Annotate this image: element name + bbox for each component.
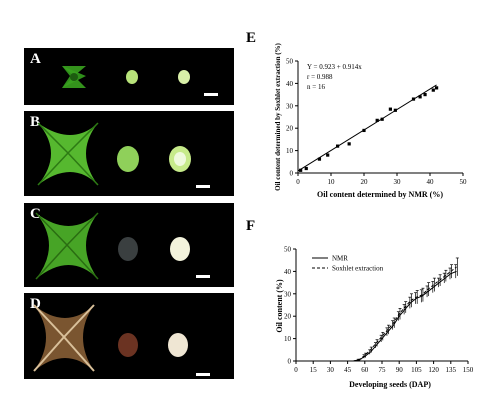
chart-f-ylabel: Oil content (%) [275, 279, 284, 333]
chart-f-y-tick-label: 0 [288, 358, 292, 366]
chart-f-x-tick-label: 45 [344, 366, 352, 374]
scale-bar [196, 275, 210, 278]
chart-e-ylabel: Oil content determined by Soxhlet extrac… [274, 42, 282, 190]
photo-label-a: A [30, 51, 41, 67]
scale-bar [196, 373, 210, 376]
chart-e-y-tick-label: 30 [286, 102, 294, 110]
chart-f-y-tick-label: 40 [284, 268, 292, 276]
chart-e-xlabel: Oil content determined by NMR (%) [317, 190, 443, 199]
chart-e-x-tick-label: 0 [296, 178, 300, 186]
chart-e-point [326, 153, 330, 157]
chart-e-y-tick-label: 0 [290, 170, 294, 178]
panel-letter-f: F [246, 218, 256, 234]
chart-f-x-tick-label: 0 [294, 366, 298, 374]
chart-f-x-tick-label: 75 [379, 366, 387, 374]
chart-f-y-tick-label: 10 [284, 335, 292, 343]
photo-label-c: C [30, 206, 41, 222]
chart-f-xlabel: Developing seeds (DAP) [349, 380, 431, 389]
chart-e-point [418, 95, 422, 99]
chart-e-point [304, 166, 308, 171]
chart-e-y-tick-label: 40 [286, 80, 294, 88]
chart-f-y-tick-label: 30 [284, 290, 292, 298]
chart-e-point [317, 157, 322, 161]
chart-e-x-tick-label: 40 [427, 178, 435, 186]
chart-e-y-tick-label: 20 [286, 125, 294, 133]
chart-f-y-tick-label: 20 [284, 313, 292, 321]
chart-f-x-tick-label: 105 [411, 366, 422, 374]
chart-e-point [336, 144, 340, 148]
chart-e-point [347, 142, 351, 146]
chart-f-x-tick-label: 30 [327, 366, 335, 374]
chart-f-x-tick-label: 90 [396, 366, 404, 374]
chart-e-point [375, 118, 379, 122]
chart-e-point [393, 108, 397, 112]
capsule-image-b [37, 122, 191, 186]
chart-f-x-tick-label: 60 [361, 366, 369, 374]
chart-e-point [380, 117, 384, 121]
chart-e-y-tick-label: 10 [286, 147, 294, 155]
chart-f-legend-label: NMR [332, 255, 348, 263]
chart-e-r: r = 0.988 [307, 73, 333, 81]
chart-f-series-line-1 [353, 270, 457, 362]
chart-e-point [431, 88, 435, 92]
chart-f-x-tick-label: 15 [310, 366, 318, 374]
chart-e-n: n = 16 [307, 83, 325, 91]
photo-panel-b: B [24, 111, 234, 196]
chart-e-point [388, 107, 392, 111]
photo-panel-c: C [24, 203, 234, 287]
chart-e-point [299, 168, 303, 172]
panel-letter-e: E [246, 30, 257, 46]
chart-f-series-line-2 [353, 266, 457, 362]
chart-e-x-tick-label: 10 [328, 178, 336, 186]
photo-label-d: D [30, 296, 41, 312]
chart-e-point [423, 93, 427, 97]
chart-f-x-tick-label: 150 [463, 366, 474, 374]
chart-e-point [435, 86, 439, 90]
capsule-image-d [33, 304, 188, 372]
chart-e-x-tick-label: 20 [361, 178, 369, 186]
chart-e-point [362, 128, 366, 133]
scale-bar [204, 93, 218, 96]
chart-f-y-tick-label: 50 [284, 246, 292, 254]
capsule-image-a [62, 66, 190, 88]
chart-f-x-tick-label: 120 [428, 366, 439, 374]
scale-bar [196, 185, 210, 188]
chart-e-point [411, 97, 416, 101]
capsule-image-c [35, 212, 190, 280]
chart-f-legend-label: Soxhlet extraction [332, 265, 384, 273]
chart-e-x-tick-label: 50 [460, 178, 468, 186]
chart-e-y-tick-label: 50 [286, 58, 294, 66]
photo-label-b: B [30, 114, 41, 130]
chart-e-fit-line [297, 84, 437, 172]
chart-f-x-tick-label: 135 [446, 366, 457, 374]
chart-e-equation: Y = 0.923 + 0.914x [307, 63, 362, 71]
photo-panel-d: D [24, 293, 234, 379]
photo-panel-a: A [24, 48, 234, 105]
chart-e-x-tick-label: 30 [394, 178, 402, 186]
